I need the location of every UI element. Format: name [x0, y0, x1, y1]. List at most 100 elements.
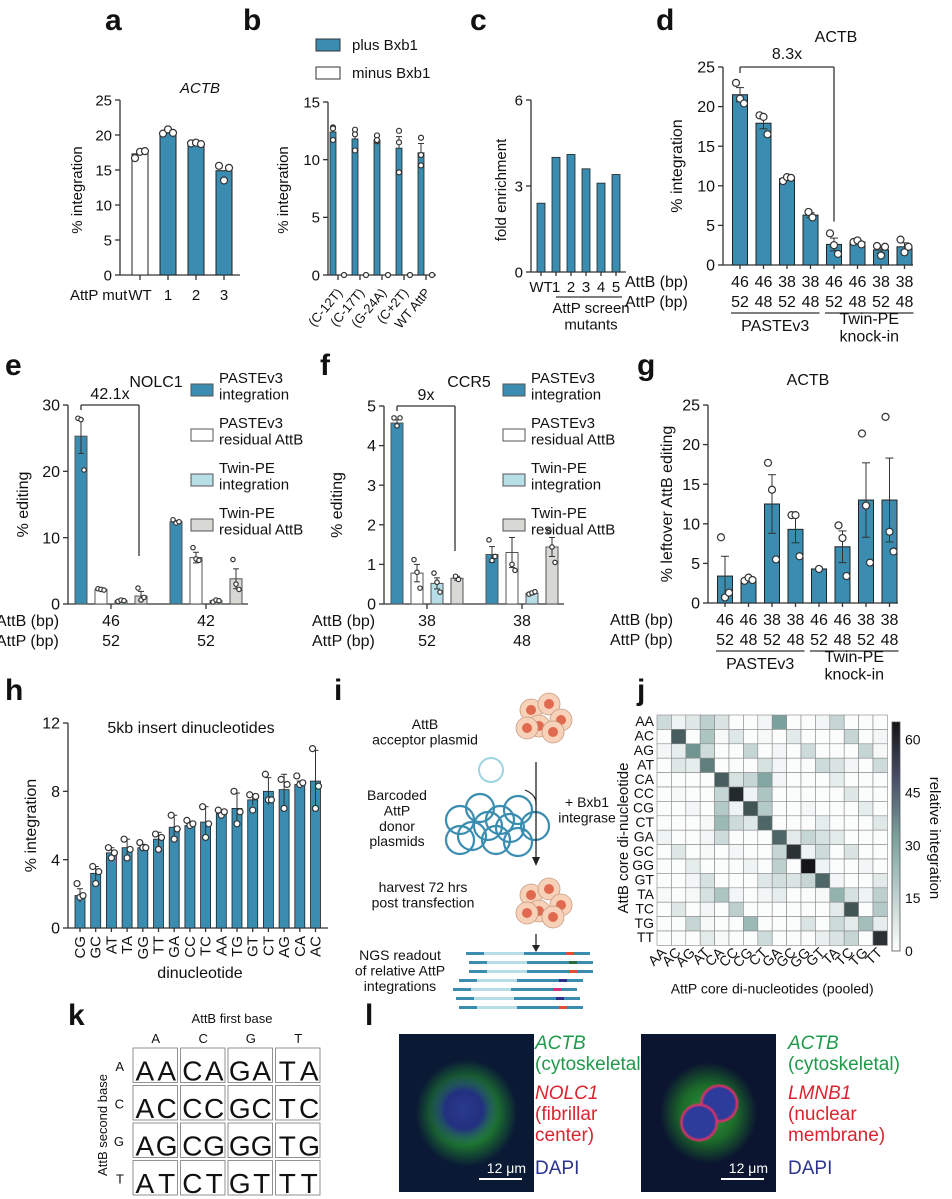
panel-j-cell	[858, 930, 874, 946]
panel-c-x-tick-label: 3	[582, 279, 590, 296]
panel-j-cell	[800, 873, 816, 889]
panel-j-cell	[685, 714, 701, 730]
panel-j-cell	[699, 844, 715, 860]
panel-j-cell	[714, 829, 730, 845]
panel-k-logo-cell	[227, 1160, 273, 1196]
panel-h-x-tick-label: CA	[292, 936, 309, 957]
panel-g-attp-label: 52	[857, 632, 875, 649]
panel-f-data-point	[552, 559, 558, 566]
panel-j-cell	[671, 757, 687, 773]
panel-f-data-point	[391, 415, 397, 421]
panel-j-cell	[671, 829, 687, 845]
panel-d-attb-label: 46	[849, 274, 867, 291]
panel-j-cell	[714, 873, 730, 889]
panel-e-y-tick-label: 0	[51, 597, 60, 614]
panel-h-x-tick-label: TG	[229, 936, 246, 957]
panel-f-data-point	[431, 570, 437, 576]
panel-j-cell	[743, 901, 759, 917]
panel-j-cell	[786, 714, 802, 730]
scale-bar	[479, 1178, 522, 1180]
panel-j-cell	[800, 887, 816, 903]
panel-k-logo-letter: G	[229, 1093, 251, 1124]
panel-h-x-tick-label: GC	[88, 936, 105, 959]
panel-g-group-label: Twin-PE knock-in	[824, 649, 884, 684]
panel-j-cell	[829, 757, 845, 773]
panel-label-h: h	[5, 674, 23, 707]
panel-g-data-point	[885, 527, 894, 536]
panel-j-cell	[685, 873, 701, 889]
panel-h-data-point	[311, 804, 320, 813]
panel-h-bar	[262, 790, 274, 929]
panel-j-cell	[829, 916, 845, 932]
panel-j-cell	[757, 815, 773, 831]
panel-c-ylabel: fold enrichment	[493, 138, 510, 241]
read-segment	[459, 1006, 583, 1009]
legend-swatch	[502, 428, 526, 442]
panel-j-ylabel: AttB core di-nucleotide	[615, 763, 632, 914]
panel-j-cell	[843, 729, 859, 745]
panel-f-row-label: AttP (bp)	[312, 633, 375, 650]
panel-j-row-label: CC	[634, 785, 654, 801]
panel-j-row-label: AG	[634, 742, 654, 758]
ngs-read-icon	[459, 979, 583, 982]
read-segment	[474, 997, 514, 1000]
panel-d-data-point	[808, 213, 817, 222]
panel-b-data-point	[329, 125, 337, 132]
panel-h-data-point	[189, 820, 197, 828]
panel-j-cell	[800, 916, 816, 932]
panel-j-cell	[843, 916, 859, 932]
panel-j-cell	[728, 887, 744, 903]
nucleus-icon	[526, 705, 536, 715]
panel-j-cell	[771, 916, 787, 932]
gene-label: ACTB	[535, 1033, 586, 1054]
gene-label: LMNB1	[788, 1083, 852, 1104]
panel-h-data-point	[283, 780, 291, 789]
panel-k-logo-letter: G	[229, 1131, 251, 1162]
panel-j-cell	[786, 829, 802, 845]
donor-plasmid-icon	[494, 812, 526, 844]
panel-j-cell	[757, 743, 773, 759]
panel-h-x-tick-label: CC	[182, 936, 199, 958]
panel-j-cell	[872, 887, 888, 903]
panel-h-data-point	[183, 816, 191, 824]
panel-e-data-point	[170, 516, 176, 523]
panel-e-attb-label: 46	[102, 613, 120, 630]
panel-j-cell	[843, 714, 859, 730]
panel-g-data-point	[814, 564, 824, 574]
panel-d-y-tick-label: 25	[697, 60, 715, 77]
panel-k-col-label: G	[246, 1031, 256, 1046]
panel-j-cell	[728, 714, 744, 730]
panel-j-cell	[714, 757, 730, 773]
legend-swatch	[190, 473, 214, 487]
panel-j-cell	[786, 873, 802, 889]
panel-h-data-point	[154, 845, 163, 854]
panel-f-data-point	[437, 589, 443, 595]
panel-j-colorbar-label: relative integration	[926, 777, 943, 900]
panel-j-cell	[699, 916, 715, 932]
panel-j-cell	[728, 873, 744, 889]
panel-c-bar	[611, 174, 621, 273]
panel-j-cell	[872, 772, 888, 788]
panel-j-cell	[656, 801, 672, 817]
panel-h-x-tick-label: AC	[308, 936, 325, 957]
legend-label: plus Bxb1	[352, 37, 418, 54]
panel-g-attp-label: 48	[881, 632, 899, 649]
panel-g-data-point	[724, 588, 734, 597]
panel-j-colorbar	[891, 721, 901, 952]
localization-label: (cytoskeletal)	[535, 1054, 647, 1075]
panel-j-cell	[714, 801, 730, 817]
panel-k-logo-letter: G	[203, 1131, 225, 1162]
panel-b-data-point	[351, 147, 359, 154]
ngs-read-icon	[466, 952, 590, 955]
panel-j-cell	[743, 887, 759, 903]
read-segment	[471, 988, 511, 991]
panel-h-data-point	[277, 775, 285, 783]
nucleus-icon	[522, 723, 532, 733]
panel-f-data-point	[532, 588, 538, 595]
panel-g-attb-label: 46	[740, 612, 758, 629]
panel-j-cell	[685, 757, 701, 773]
scale-bar-label: 12 μm	[728, 1160, 768, 1176]
panel-j-cell	[757, 873, 773, 889]
panel-g-row-label: AttP (bp)	[610, 632, 673, 649]
panel-b-bar	[373, 139, 381, 276]
